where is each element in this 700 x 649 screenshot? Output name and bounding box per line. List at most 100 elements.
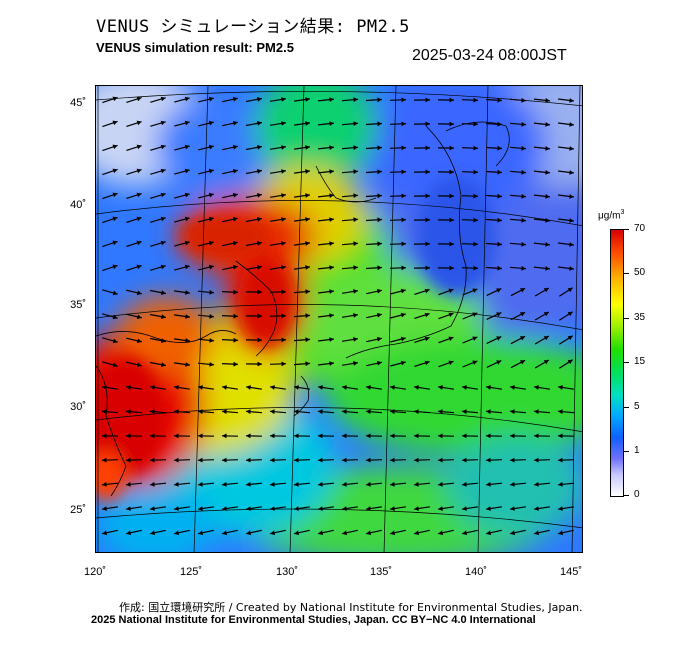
wind-vector-head	[270, 506, 275, 511]
wind-vector-head	[342, 506, 347, 511]
wind-vector-head	[136, 362, 142, 368]
wind-vector-head	[390, 409, 395, 415]
wind-vector-head	[414, 530, 420, 536]
wind-vector-head	[232, 192, 238, 198]
wind-vector-head	[424, 336, 430, 342]
wind-vector-head	[425, 145, 430, 151]
lat-label-35: 35˚	[70, 299, 86, 311]
wind-vector-head	[270, 457, 275, 463]
wind-vector-head	[342, 530, 348, 536]
wind-vector-head	[329, 193, 334, 198]
wind-vector-head	[366, 385, 371, 390]
title-japanese: VENUS シミュレーション結果: PM2.5	[96, 17, 410, 37]
wind-vector-head	[342, 385, 347, 390]
wind-vector-head	[102, 481, 107, 487]
wind-vector-head	[449, 169, 454, 175]
wind-vector-head	[136, 168, 142, 174]
wind-vector-head	[462, 385, 467, 390]
wind-vector-head	[126, 457, 131, 463]
wind-vector-head	[198, 385, 203, 390]
wind-vector-head	[497, 145, 502, 151]
wind-vector-head	[425, 217, 430, 223]
wind-vector-head	[208, 264, 214, 270]
wind-vector-head	[329, 121, 334, 126]
wind-vector-head	[150, 409, 155, 415]
colorbar-tick	[624, 273, 629, 274]
wind-vector-head	[377, 169, 382, 175]
wind-vector-head	[520, 360, 526, 365]
wind-vector-head	[270, 481, 275, 487]
colorbar-unit: μg/m3	[598, 209, 625, 222]
wind-vector-head	[438, 481, 443, 487]
wind-vector-head	[294, 457, 299, 463]
wind-vector-head	[185, 314, 190, 319]
wind-vector-head	[342, 409, 347, 415]
wind-vector-head	[497, 241, 502, 247]
wind-vector-head	[473, 121, 478, 127]
wind-vector-head	[353, 361, 358, 366]
wind-vector-head	[353, 313, 358, 318]
wind-vector-head	[185, 290, 190, 295]
wind-vector-head	[424, 360, 430, 366]
wind-vector-head	[294, 530, 300, 536]
wind-vector-head	[534, 385, 539, 390]
wind-vector-head	[510, 481, 515, 487]
wind-vector-head	[136, 144, 142, 150]
wind-vector-head	[414, 506, 419, 511]
wind-vector-head	[281, 289, 286, 295]
wind-vector-head	[438, 530, 444, 536]
wind-vector-head	[150, 385, 155, 390]
wind-vector-head	[160, 240, 166, 246]
wind-vector-head	[473, 193, 478, 199]
wind-vector-head	[222, 409, 227, 415]
wind-vectors	[101, 96, 575, 536]
wind-vector-head	[449, 241, 454, 247]
wind-vector-head	[377, 265, 382, 271]
wind-vector-head	[401, 265, 406, 271]
wind-vector-head	[510, 457, 515, 463]
wind-vector-head	[510, 409, 515, 415]
wind-vector-head	[126, 506, 131, 511]
wind-vector-head	[353, 289, 358, 294]
wind-vector-head	[390, 433, 395, 439]
wind-vector-head	[222, 530, 228, 536]
wind-vector-head	[521, 169, 526, 175]
wind-vector-head	[198, 433, 203, 439]
wind-vector-head	[390, 530, 396, 536]
lon-label-140: 140˚	[464, 566, 488, 578]
wind-vector-head	[294, 481, 299, 487]
wind-vector-head	[281, 313, 286, 319]
wind-vector-head	[486, 433, 491, 439]
wind-vector-head	[353, 169, 358, 175]
wind-vector-head	[353, 337, 358, 342]
wind-vector-head	[318, 481, 323, 487]
wind-vector-head	[534, 409, 539, 415]
wind-vector-head	[377, 121, 382, 127]
wind-vector-head	[400, 336, 406, 342]
wind-vector-head	[209, 314, 214, 319]
wind-vector-head	[558, 457, 563, 463]
wind-vector-head	[270, 530, 276, 536]
wind-vector-head	[486, 457, 491, 463]
wind-vector-head	[150, 530, 156, 536]
wind-vector-head	[150, 457, 155, 463]
wind-vector-head	[472, 288, 478, 293]
wind-vector-head	[270, 433, 275, 439]
wind-vector-head	[136, 120, 142, 126]
lat-label-25: 25˚	[70, 504, 86, 516]
wind-vector-head	[558, 506, 563, 511]
wind-vector-head	[353, 217, 358, 223]
wind-vector-head	[281, 145, 286, 150]
wind-vector-head	[246, 433, 251, 439]
wind-vector-head	[366, 481, 371, 487]
wind-vector-head	[222, 481, 227, 487]
wind-vector-head	[136, 290, 142, 296]
lon-label-125: 125˚	[179, 566, 203, 578]
wind-vector-head	[569, 122, 574, 127]
wind-vector-head	[366, 433, 371, 439]
lon-label-120: 120˚	[83, 566, 107, 578]
wind-vector-head	[448, 288, 454, 294]
colorbar-label-0: 0	[634, 489, 640, 500]
wind-vector-head	[126, 481, 131, 487]
wind-vector-head	[534, 433, 539, 439]
